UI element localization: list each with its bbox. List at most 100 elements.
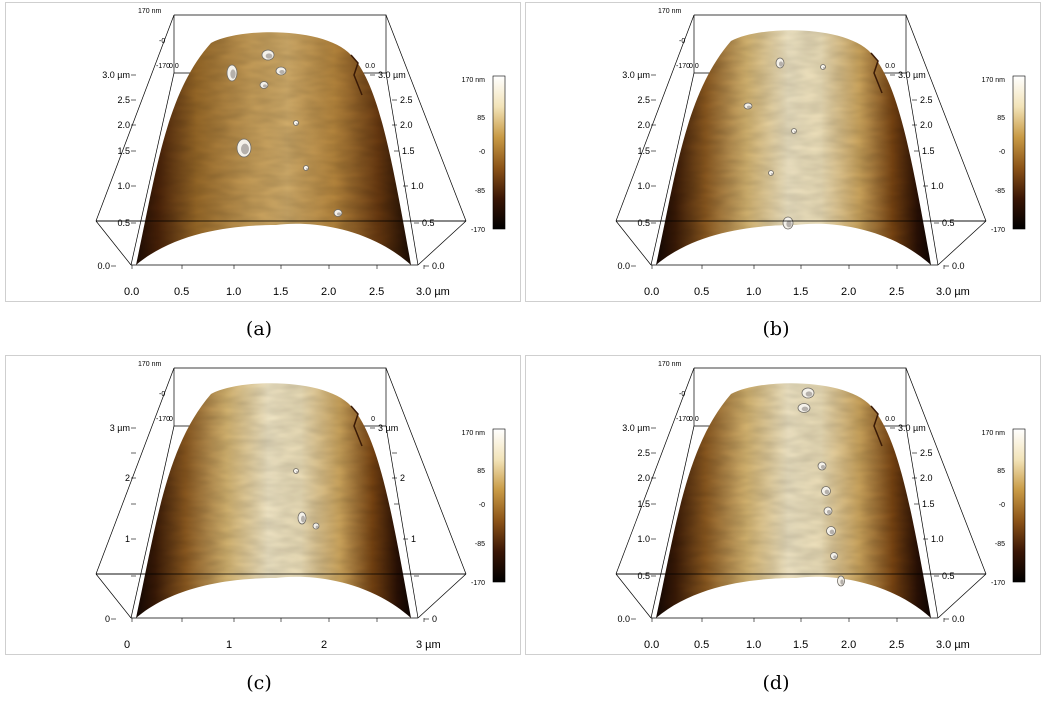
back-left-corner-label: 0 bbox=[169, 416, 173, 423]
z-axis-zero-label: -0 bbox=[159, 391, 165, 398]
y-axis-right-tick-label: 1.0 bbox=[411, 181, 424, 191]
y-axis-right-tick-label: 3.0 µm bbox=[898, 70, 926, 80]
x-axis-tick-label: 0 bbox=[124, 639, 130, 651]
caption-a: (a) bbox=[245, 318, 273, 340]
z-axis-max-label: 170 nm bbox=[138, 8, 162, 15]
z-axis-max-label: 170 nm bbox=[658, 361, 682, 368]
colorbar-tick-label: -85 bbox=[995, 541, 1005, 548]
y-axis-right-tick-label: 1.5 bbox=[922, 499, 935, 509]
x-axis-tick-label: 2.5 bbox=[889, 286, 904, 298]
y-axis-right-tick-label: 1.0 bbox=[931, 181, 944, 191]
colorbar-tick-label: -170 bbox=[991, 227, 1005, 234]
colorbar-tick-label: 85 bbox=[997, 115, 1005, 122]
afm-surface-image bbox=[136, 32, 411, 265]
y-axis-right-tick-label: 3.0 µm bbox=[378, 70, 406, 80]
y-axis-left-tick-label: 2.0 bbox=[117, 120, 130, 130]
back-left-corner-label: 0.0 bbox=[689, 416, 699, 423]
y-axis-left-tick-label: 1.0 bbox=[637, 181, 650, 191]
y-axis-right-tick-label: 2.0 bbox=[920, 473, 933, 483]
y-axis-left-tick-label: 2.0 bbox=[637, 120, 650, 130]
colorbar-tick-label: 85 bbox=[997, 468, 1005, 475]
x-axis-tick-label: 1.0 bbox=[746, 286, 761, 298]
colorbar-tick-label: -85 bbox=[995, 188, 1005, 195]
x-axis-tick-label: 3.0 µm bbox=[936, 639, 970, 651]
y-axis-right-tick-label: 1.5 bbox=[922, 146, 935, 156]
z-axis-max-label: 170 nm bbox=[658, 8, 682, 15]
y-axis-right-tick-label: 1 bbox=[411, 534, 416, 544]
y-axis-right-tick-label: 2 bbox=[400, 473, 405, 483]
y-axis-left-tick-label: 0 bbox=[105, 614, 110, 624]
z-axis-min-label: -170 bbox=[156, 63, 170, 70]
x-axis-tick-label: 1 bbox=[226, 639, 232, 651]
back-right-corner-label: 0.0 bbox=[365, 63, 375, 70]
colorbar-tick-label: 85 bbox=[477, 468, 485, 475]
y-axis-left-tick-label: 0.5 bbox=[117, 218, 130, 228]
y-axis-left-tick-label: 3.0 µm bbox=[102, 70, 130, 80]
y-axis-left-tick-label: 0.5 bbox=[637, 571, 650, 581]
x-axis-tick-label: 0.5 bbox=[694, 286, 709, 298]
x-axis-tick-label: 2.5 bbox=[889, 639, 904, 651]
colorbar-tick-label: -0 bbox=[479, 502, 485, 509]
x-axis-tick-label: 3.0 µm bbox=[936, 286, 970, 298]
y-axis-right-tick-label: 2.5 bbox=[400, 95, 413, 105]
x-axis-tick-label: 0.5 bbox=[174, 286, 189, 298]
y-axis-left-tick-label: 2.5 bbox=[637, 448, 650, 458]
back-right-corner-label: 0.0 bbox=[885, 416, 895, 423]
y-axis-left-tick-label: 1.0 bbox=[637, 534, 650, 544]
caption-d: (d) bbox=[762, 672, 790, 694]
x-axis-tick-label: 2.0 bbox=[841, 639, 856, 651]
y-axis-right-tick-label: 0.5 bbox=[942, 218, 955, 228]
y-axis-left-tick-label: 2.5 bbox=[117, 95, 130, 105]
surface-particle bbox=[312, 522, 320, 530]
y-axis-right-tick-label: 2.5 bbox=[920, 95, 933, 105]
y-axis-left-tick-label: 3.0 µm bbox=[622, 423, 650, 433]
z-axis-max-label: 170 nm bbox=[138, 361, 162, 368]
y-axis-right-tick-label: 3 µm bbox=[378, 423, 398, 433]
colorbar-tick-label: 170 nm bbox=[982, 77, 1006, 84]
y-axis-right-tick-label: 2.0 bbox=[400, 120, 413, 130]
afm-surface-image bbox=[136, 383, 411, 618]
colorbar-tick-label: 170 nm bbox=[462, 77, 486, 84]
back-right-corner-label: 0.0 bbox=[885, 63, 895, 70]
y-axis-right-tick-label: 0.5 bbox=[942, 571, 955, 581]
caption-b: (b) bbox=[762, 318, 790, 340]
surface-particle bbox=[768, 170, 774, 176]
x-axis-tick-label: 0.5 bbox=[694, 639, 709, 651]
height-colorbar: 170 nm 85 -0 -85 -170 bbox=[982, 428, 1026, 587]
z-axis-zero-label: -0 bbox=[159, 38, 165, 45]
y-axis-right-tick-label: 0.0 bbox=[432, 261, 445, 271]
colorbar-tick-label: -170 bbox=[991, 580, 1005, 587]
y-axis-left-tick-label: 2.5 bbox=[637, 95, 650, 105]
colorbar-tick-label: -85 bbox=[475, 188, 485, 195]
surface-particle bbox=[791, 128, 797, 134]
caption-c: (c) bbox=[246, 672, 272, 694]
x-axis-tick-label: 2.0 bbox=[841, 286, 856, 298]
x-axis-tick-label: 1.5 bbox=[793, 639, 808, 651]
afm-panel-a: 170 nm -0 -170 0.0 0.0 3.0 µm 3.0 µm 2.5 2.5 2.0 2… bbox=[5, 2, 521, 302]
y-axis-left-tick-label: 3 µm bbox=[110, 423, 130, 433]
z-axis-min-label: -170 bbox=[676, 416, 690, 423]
y-axis-right-tick-label: 0.5 bbox=[422, 218, 435, 228]
afm-panel-d: 170 nm -0 -170 0.0 0.0 3.0 µm 3.0 µm 2.5 2.5 2.0 2… bbox=[525, 355, 1041, 655]
z-axis-min-label: -170 bbox=[676, 63, 690, 70]
afm-panel-c: 170 nm -0 -170 0 0 3 µm 3 µm 2 2 1 1 0 0 0 1 2 3 µm 170 n… bbox=[5, 355, 521, 655]
z-axis-zero-label: -0 bbox=[679, 38, 685, 45]
x-axis-tick-label: 1.0 bbox=[226, 286, 241, 298]
y-axis-right-tick-label: 3.0 µm bbox=[898, 423, 926, 433]
y-axis-left-tick-label: 2.0 bbox=[637, 473, 650, 483]
surface-particle bbox=[293, 120, 299, 126]
x-axis-tick-label: 0.0 bbox=[644, 639, 659, 651]
afm-surface-image bbox=[656, 383, 931, 618]
y-axis-left-tick-label: 1.5 bbox=[637, 146, 650, 156]
y-axis-left-tick-label: 3.0 µm bbox=[622, 70, 650, 80]
z-axis-zero-label: -0 bbox=[679, 391, 685, 398]
x-axis-tick-label: 2.0 bbox=[321, 286, 336, 298]
y-axis-left-tick-label: 0.0 bbox=[97, 261, 110, 271]
colorbar-tick-label: -0 bbox=[999, 149, 1005, 156]
afm-panel-b: 170 nm -0 -170 0.0 0.0 3.0 µm 3.0 µm 2.5 2.5 2.0 2… bbox=[525, 2, 1041, 302]
y-axis-left-tick-label: 1 bbox=[125, 534, 130, 544]
y-axis-left-tick-label: 1.5 bbox=[117, 146, 130, 156]
x-axis-tick-label: 3 µm bbox=[416, 639, 441, 651]
surface-particle bbox=[303, 165, 309, 171]
surface-particle bbox=[293, 468, 299, 474]
